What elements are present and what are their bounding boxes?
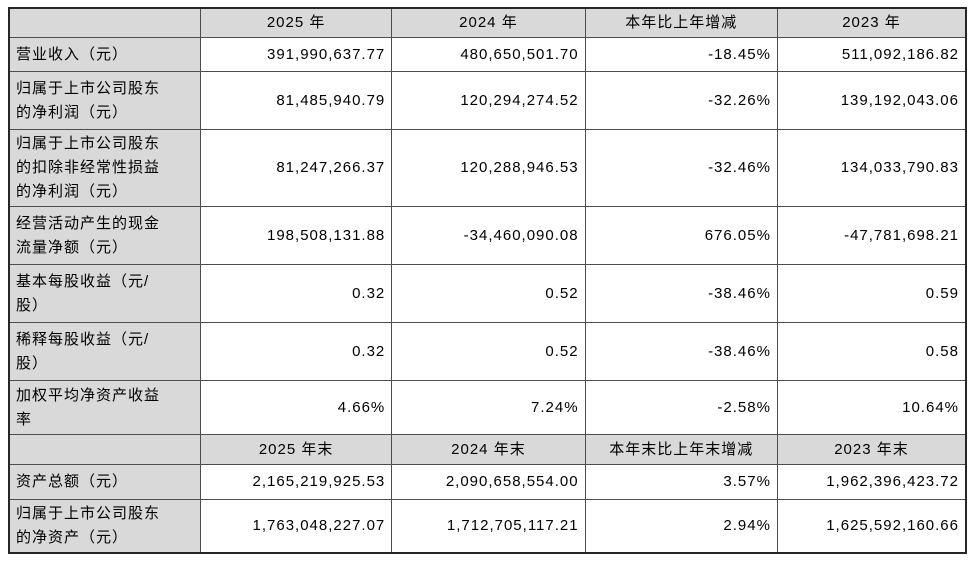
annual-header-2023: 2023 年 — [776, 7, 967, 38]
key-financial-data-table: 2025 年 2024 年 本年比上年增减 2023 年 营业收入（元） 391… — [8, 7, 967, 554]
value-cell: 1,962,396,423.72 — [776, 464, 967, 500]
table-row-revenue: 营业收入（元） 391,990,637.77 480,650,501.70 -1… — [8, 37, 967, 72]
value-cell: 0.59 — [776, 264, 967, 323]
value-cell: 1,625,592,160.66 — [776, 499, 967, 554]
table-row-basic-eps: 基本每股收益（元/ 股） 0.32 0.52 -38.46% 0.59 — [8, 264, 967, 323]
value-cell: 0.32 — [199, 264, 393, 323]
value-cell: -38.46% — [584, 322, 778, 381]
value-cell: 391,990,637.77 — [199, 37, 393, 72]
value-cell: 0.32 — [199, 322, 393, 381]
value-cell: -32.46% — [584, 129, 778, 207]
value-cell: 4.66% — [199, 380, 393, 435]
value-cell: -2.58% — [584, 380, 778, 435]
value-cell: 0.52 — [391, 264, 586, 323]
value-cell: 120,288,946.53 — [391, 129, 586, 207]
value-cell: -34,460,090.08 — [391, 206, 586, 265]
row-label-total-assets: 资产总额（元） — [8, 464, 201, 500]
period-end-header-row: 2025 年末 2024 年末 本年末比上年末增减 2023 年末 — [8, 434, 967, 465]
value-cell: 198,508,131.88 — [199, 206, 393, 265]
value-cell: 0.58 — [776, 322, 967, 381]
row-label-net-assets: 归属于上市公司股东 的净资产（元） — [8, 499, 201, 554]
table-row-diluted-eps: 稀释每股收益（元/ 股） 0.32 0.52 -38.46% 0.58 — [8, 322, 967, 381]
row-label-net-profit-excl-nonrecurring: 归属于上市公司股东 的扣除非经常性损益 的净利润（元） — [8, 129, 201, 207]
value-cell: 81,247,266.37 — [199, 129, 393, 207]
annual-header-row: 2025 年 2024 年 本年比上年增减 2023 年 — [8, 7, 967, 38]
period-end-header-2023: 2023 年末 — [776, 434, 967, 465]
value-cell: 1,712,705,117.21 — [391, 499, 586, 554]
row-label-net-profit: 归属于上市公司股东 的净利润（元） — [8, 71, 201, 130]
value-cell: 676.05% — [584, 206, 778, 265]
value-cell: 2.94% — [584, 499, 778, 554]
value-cell: 1,763,048,227.07 — [199, 499, 393, 554]
annual-header-2025: 2025 年 — [199, 7, 393, 38]
value-cell: 10.64% — [776, 380, 967, 435]
row-label-weighted-avg-roe: 加权平均净资产收益 率 — [8, 380, 201, 435]
annual-header-yoy-change: 本年比上年增减 — [584, 7, 778, 38]
period-end-header-blank-cell — [8, 434, 201, 465]
row-label-diluted-eps: 稀释每股收益（元/ 股） — [8, 322, 201, 381]
value-cell: -38.46% — [584, 264, 778, 323]
value-cell: 120,294,274.52 — [391, 71, 586, 130]
row-label-operating-cash-flow: 经营活动产生的现金 流量净额（元） — [8, 206, 201, 265]
period-end-header-yoy-change: 本年末比上年末增减 — [584, 434, 778, 465]
value-cell: 511,092,186.82 — [776, 37, 967, 72]
value-cell: 7.24% — [391, 380, 586, 435]
table-row-total-assets: 资产总额（元） 2,165,219,925.53 2,090,658,554.0… — [8, 464, 967, 500]
value-cell: 0.52 — [391, 322, 586, 381]
table-row-net-profit: 归属于上市公司股东 的净利润（元） 81,485,940.79 120,294,… — [8, 71, 967, 130]
value-cell: 139,192,043.06 — [776, 71, 967, 130]
table-row-net-assets: 归属于上市公司股东 的净资产（元） 1,763,048,227.07 1,712… — [8, 499, 967, 554]
table-row-net-profit-excl-nonrecurring: 归属于上市公司股东 的扣除非经常性损益 的净利润（元） 81,247,266.3… — [8, 129, 967, 207]
annual-header-2024: 2024 年 — [391, 7, 586, 38]
value-cell: -32.26% — [584, 71, 778, 130]
annual-header-blank-cell — [8, 7, 201, 38]
value-cell: 2,165,219,925.53 — [199, 464, 393, 500]
value-cell: 480,650,501.70 — [391, 37, 586, 72]
period-end-header-2025: 2025 年末 — [199, 434, 393, 465]
value-cell: 134,033,790.83 — [776, 129, 967, 207]
value-cell: 3.57% — [584, 464, 778, 500]
row-label-revenue: 营业收入（元） — [8, 37, 201, 72]
period-end-header-2024: 2024 年末 — [391, 434, 586, 465]
value-cell: -18.45% — [584, 37, 778, 72]
table-row-operating-cash-flow: 经营活动产生的现金 流量净额（元） 198,508,131.88 -34,460… — [8, 206, 967, 265]
row-label-basic-eps: 基本每股收益（元/ 股） — [8, 264, 201, 323]
table-row-weighted-avg-roe: 加权平均净资产收益 率 4.66% 7.24% -2.58% 10.64% — [8, 380, 967, 435]
value-cell: 2,090,658,554.00 — [391, 464, 586, 500]
value-cell: -47,781,698.21 — [776, 206, 967, 265]
value-cell: 81,485,940.79 — [199, 71, 393, 130]
